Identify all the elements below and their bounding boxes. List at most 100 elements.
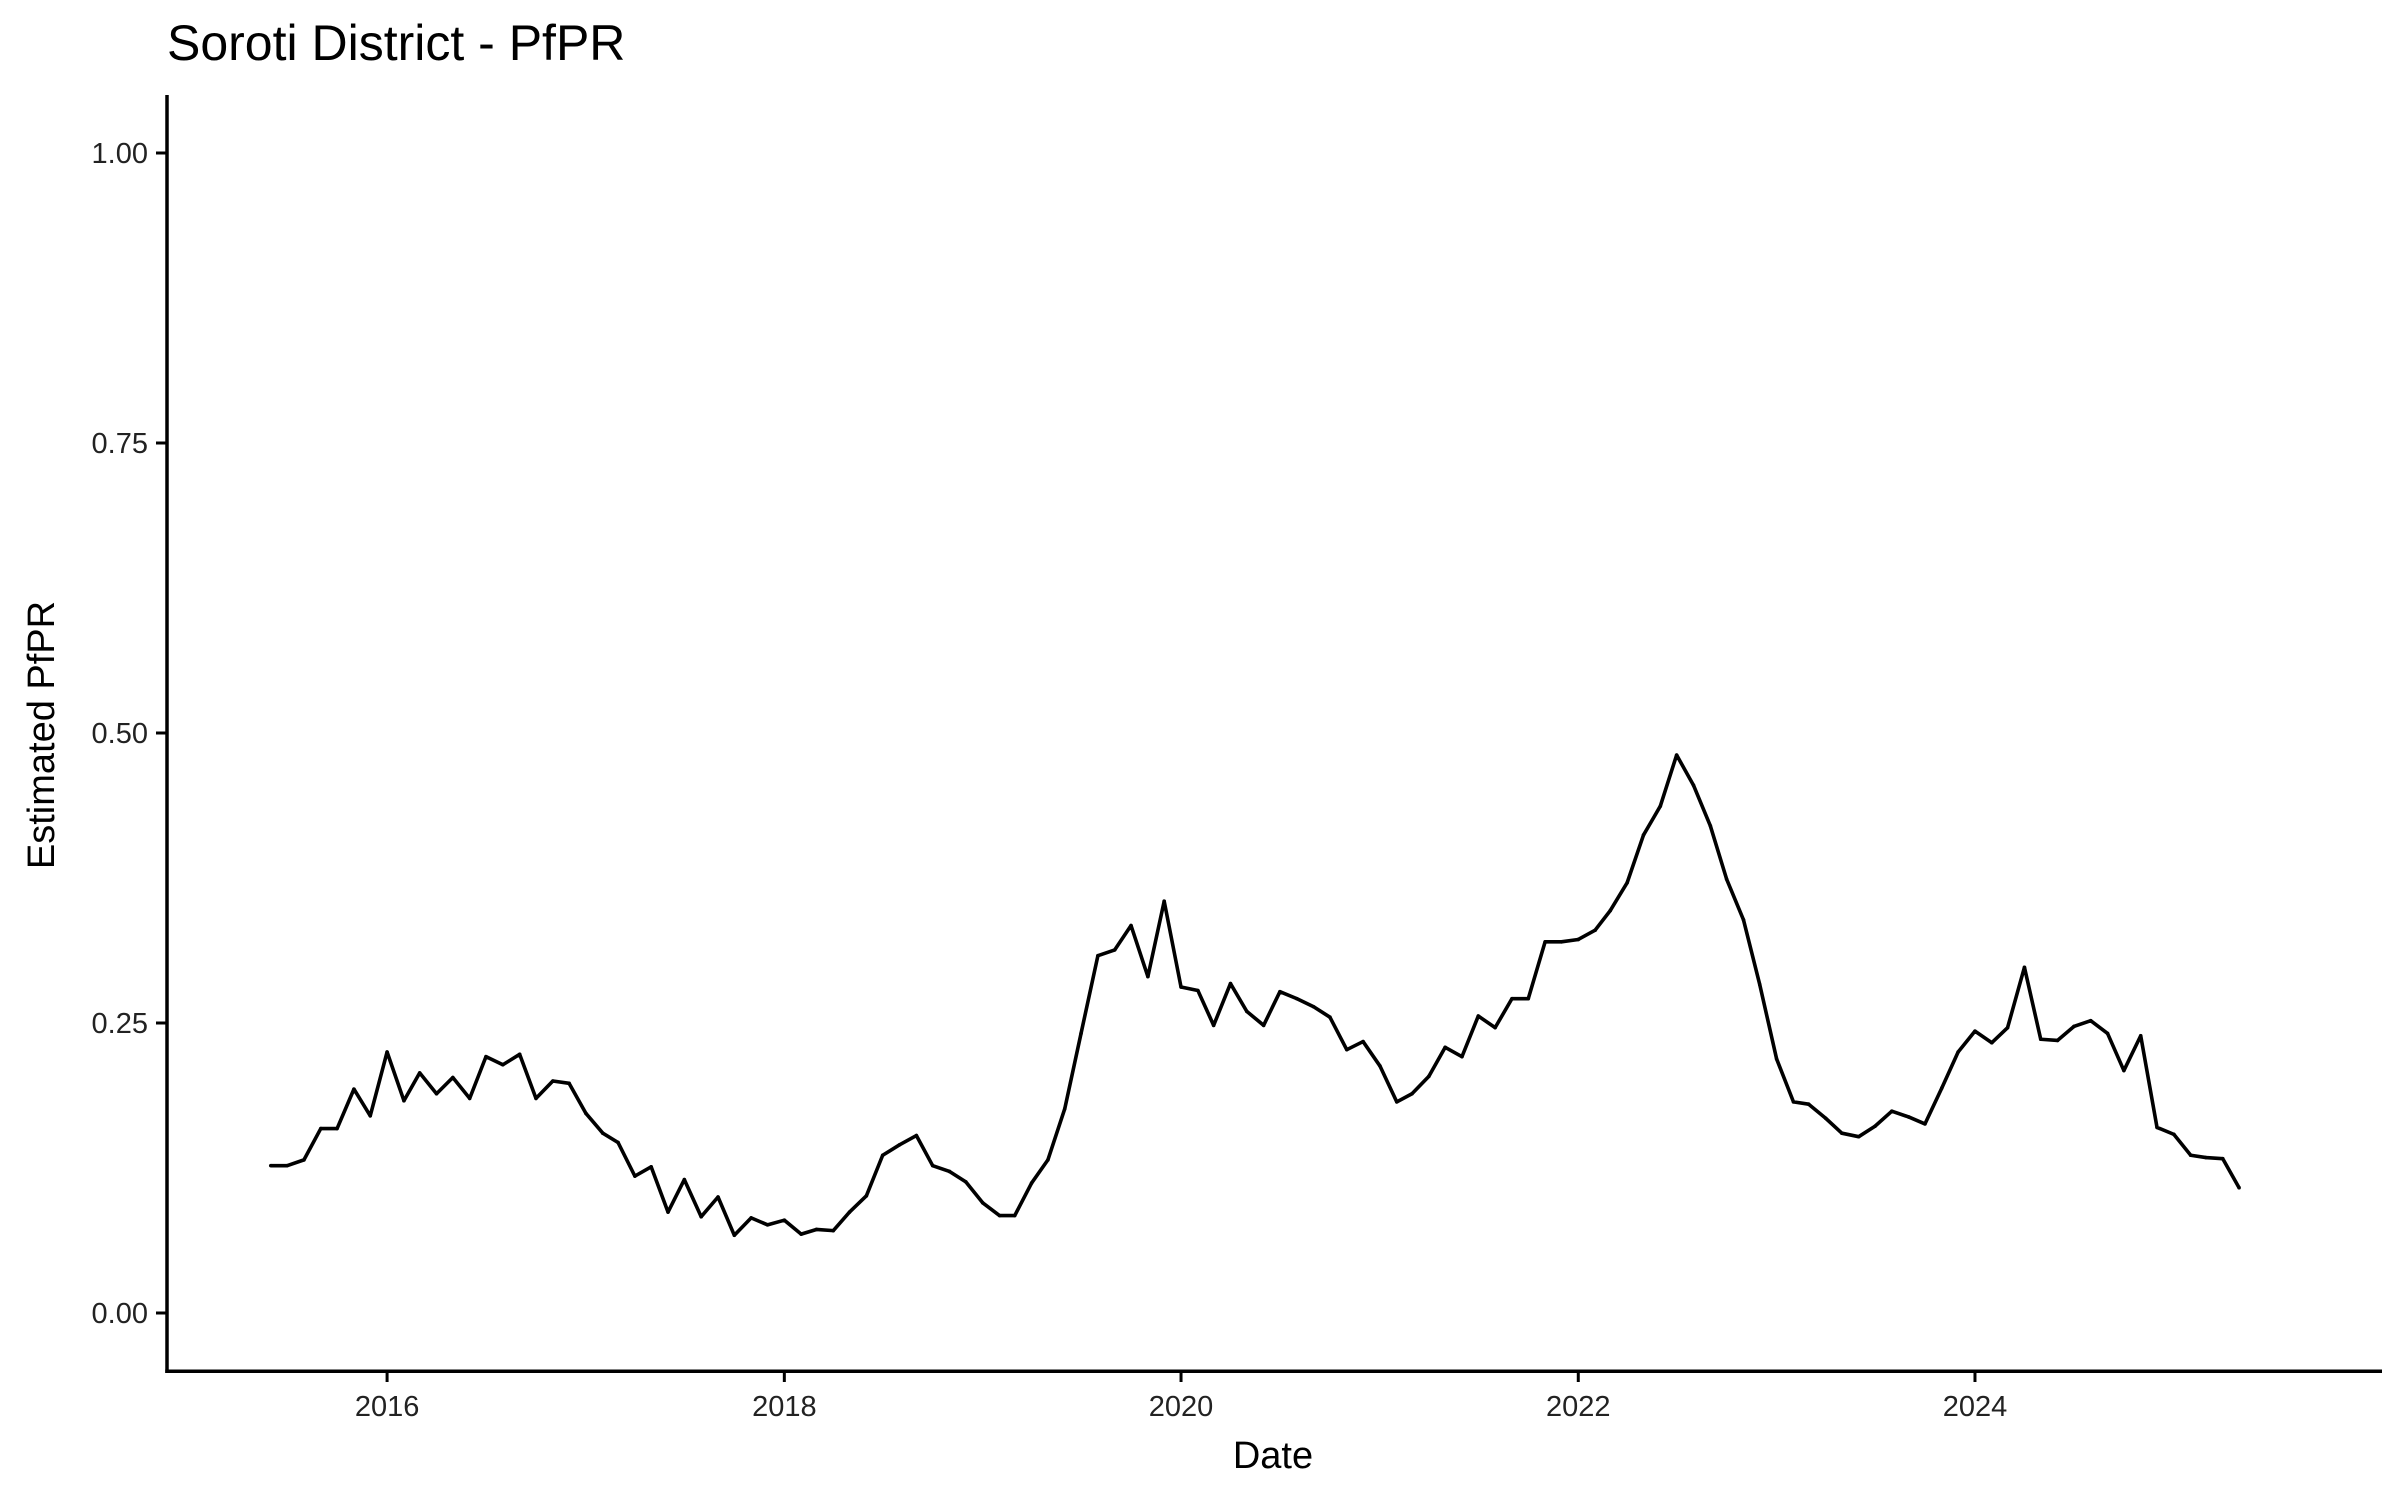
data-point [1410,1091,1414,1096]
data-point [385,1050,389,1054]
x-axis: 2016 2018 2020 2022 2024 [165,1369,2382,1423]
data-point [2055,1038,2060,1043]
data-point [567,1081,571,1086]
data-point [666,1210,670,1214]
data-point [2220,1156,2225,1161]
chart-title: Soroti District - PfPR [167,15,625,71]
data-point [682,1177,687,1182]
data-point [1658,804,1663,808]
data-point [782,1218,787,1222]
x-tick-label: 2016 [355,1391,420,1423]
data-point [1708,824,1713,828]
data-point [335,1126,339,1131]
data-point [551,1079,555,1083]
series-line [270,753,2241,1238]
x-tick-label: 2024 [1943,1391,2008,1423]
data-point [1029,1181,1034,1185]
data-point [1940,1086,1944,1090]
data-point [1211,1023,1216,1028]
data-point [451,1075,455,1080]
data-point [1906,1115,1911,1119]
data-point [847,1210,852,1214]
data-point [1427,1074,1431,1079]
x-axis-ticks: 2016 2018 2020 2022 2024 [355,1371,2007,1423]
data-point [1757,982,1762,987]
data-point [2072,1024,2076,1029]
data-point [2038,1037,2043,1042]
data-point [484,1054,488,1059]
data-point [1378,1064,1382,1068]
data-point [1344,1047,1349,1052]
data-point [1493,1025,1497,1030]
data-point [1576,937,1581,942]
data-point [584,1111,588,1116]
data-point [2022,965,2027,970]
data-point [1261,1023,1266,1028]
data-point [2204,1155,2208,1160]
y-axis: 0.00 0.25 0.50 0.75 1.00 [92,95,169,1373]
data-point [1294,996,1299,1001]
x-tick-label: 2018 [752,1391,817,1423]
data-point [1890,1109,1894,1113]
data-point [1179,985,1183,989]
data-point [880,1153,885,1158]
y-tick-label: 0.00 [92,1298,148,1330]
plot-area [268,753,2241,1238]
data-point [1228,981,1233,986]
data-point [964,1180,968,1184]
data-point [2138,1033,2143,1038]
data-point [1443,1045,1447,1050]
data-point [1394,1100,1399,1104]
data-point [1823,1116,1828,1120]
data-point [1046,1158,1050,1162]
data-point [1146,974,1150,979]
y-axis-title: Estimated PfPR [21,601,63,869]
data-point [434,1091,439,1096]
data-point [1593,928,1597,932]
data-point [1328,1015,1332,1019]
data-point [1559,940,1564,944]
data-point [1543,940,1547,944]
data-point [1741,917,1746,922]
data-point [749,1216,753,1220]
y-tick-label: 0.50 [92,718,148,750]
data-point [268,1163,273,1168]
data-point [997,1213,1002,1218]
data-point [601,1131,605,1135]
data-point [799,1232,803,1236]
data-point [1278,989,1282,994]
data-point [699,1214,703,1219]
data-point [1012,1213,1017,1218]
data-point [1079,1031,1083,1036]
data-point [1641,833,1646,837]
data-point [302,1158,306,1162]
data-point [1840,1131,1844,1135]
x-tick-label: 2022 [1546,1391,1611,1423]
data-point [1724,877,1729,881]
data-point [980,1201,985,1205]
data-point [897,1143,902,1147]
data-points [268,753,2241,1238]
data-point [2237,1185,2241,1190]
data-point [1062,1107,1067,1111]
data-point [501,1062,505,1067]
data-point [930,1163,935,1168]
data-point [1806,1102,1811,1106]
y-axis-ticks: 0.00 0.25 0.50 0.75 1.00 [92,138,167,1330]
data-point [1990,1040,1994,1045]
data-point [368,1114,373,1118]
data-point [1774,1057,1779,1061]
data-point [1526,996,1531,1001]
data-point [1460,1054,1464,1059]
data-point [1162,899,1166,903]
data-point [1129,923,1133,928]
data-point [616,1140,620,1145]
data-point [2172,1132,2176,1137]
data-point [402,1098,406,1103]
data-point [1674,753,1679,757]
data-point [2155,1125,2159,1130]
y-tick-label: 0.75 [92,428,148,460]
y-tick-label: 0.25 [92,1008,148,1040]
data-point [1311,1004,1316,1009]
